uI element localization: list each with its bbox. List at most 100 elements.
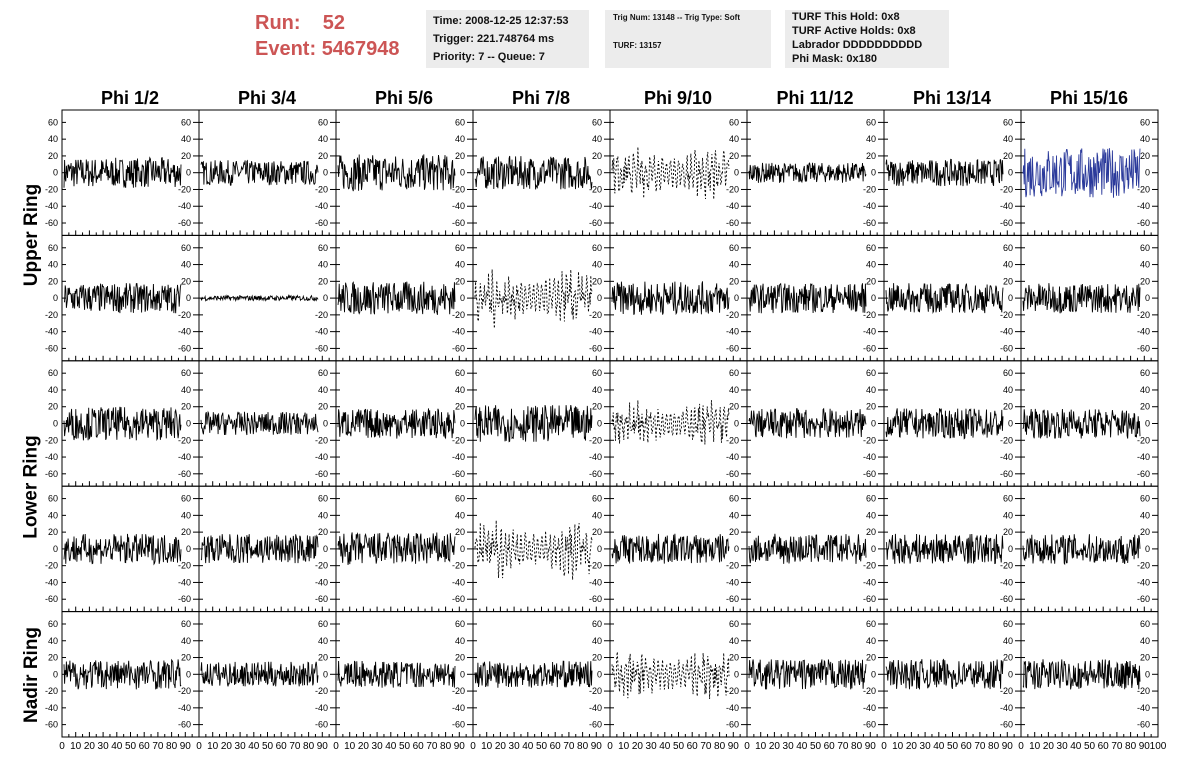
y-tick-label: 60 xyxy=(455,368,465,378)
y-tick-label: 0 xyxy=(1008,419,1013,429)
y-tick-label: 60 xyxy=(318,117,328,127)
x-tick-label: 50 xyxy=(810,741,822,752)
y-tick-label: -20 xyxy=(589,184,602,194)
waveform-trace xyxy=(1022,148,1141,198)
y-axis-label-left: -40 xyxy=(45,201,58,211)
y-tick-label: 40 xyxy=(1140,260,1150,270)
y-tick-label: -60 xyxy=(1137,720,1150,730)
y-tick-label: 40 xyxy=(1003,510,1013,520)
y-tick-label: -60 xyxy=(726,469,739,479)
y-tick-label: -40 xyxy=(315,201,328,211)
y-tick-label: 0 xyxy=(597,419,602,429)
y-tick-label: -40 xyxy=(178,703,191,713)
x-tick-label: 20 xyxy=(84,741,96,752)
y-axis-label-left: 60 xyxy=(48,243,58,253)
time-text: Time: 2008-12-25 12:37:53 xyxy=(433,15,569,27)
y-tick-label: -60 xyxy=(726,720,739,730)
y-tick-label: -60 xyxy=(315,218,328,228)
y-axis-label-left: 60 xyxy=(48,117,58,127)
y-tick-label: -60 xyxy=(863,218,876,228)
y-axis-label-left: -40 xyxy=(45,327,58,337)
y-tick-label: 40 xyxy=(455,385,465,395)
y-axis-label-left: 0 xyxy=(53,419,58,429)
y-tick-label: -60 xyxy=(1000,218,1013,228)
x-tick-label: 20 xyxy=(358,741,370,752)
y-tick-label: -40 xyxy=(863,201,876,211)
y-tick-label: 60 xyxy=(1140,117,1150,127)
y-tick-label: 0 xyxy=(460,544,465,554)
x-tick-label: 40 xyxy=(385,741,397,752)
x-tick-label: 30 xyxy=(98,741,110,752)
y-tick-label: -40 xyxy=(452,703,465,713)
y-tick-label: 40 xyxy=(181,510,191,520)
y-tick-label: 60 xyxy=(1003,619,1013,629)
x-tick-label: 80 xyxy=(851,741,863,752)
y-tick-label: 60 xyxy=(1140,368,1150,378)
col-header-phi-11-12: Phi 11/12 xyxy=(776,88,854,108)
y-tick-label: -40 xyxy=(589,703,602,713)
x-tick-label: 80 xyxy=(577,741,589,752)
x-tick-label: 30 xyxy=(372,741,384,752)
x-tick-label: 100 xyxy=(1150,741,1167,752)
x-tick-label: 70 xyxy=(974,741,986,752)
y-tick-label: 60 xyxy=(592,368,602,378)
y-tick-label: -20 xyxy=(589,686,602,696)
y-tick-label: 40 xyxy=(318,134,328,144)
y-tick-label: 40 xyxy=(318,385,328,395)
waveform-trace xyxy=(611,281,730,316)
y-tick-label: 0 xyxy=(1008,544,1013,554)
y-tick-label: -40 xyxy=(863,703,876,713)
y-tick-label: 0 xyxy=(734,544,739,554)
y-tick-label: 0 xyxy=(871,419,876,429)
y-axis-label-left: -60 xyxy=(45,343,58,353)
waveform-trace xyxy=(885,533,1004,565)
y-tick-label: 20 xyxy=(1140,402,1150,412)
y-axis-label-left: 40 xyxy=(48,636,58,646)
y-tick-label: -40 xyxy=(589,452,602,462)
y-axis-label-left: 0 xyxy=(53,168,58,178)
x-tick-label: 40 xyxy=(1070,741,1082,752)
x-tick-label: 0 xyxy=(470,741,476,752)
y-tick-label: 0 xyxy=(460,168,465,178)
y-tick-label: 20 xyxy=(592,653,602,663)
x-tick-label: 50 xyxy=(262,741,274,752)
y-tick-label: 40 xyxy=(455,260,465,270)
x-tick-label: 20 xyxy=(769,741,781,752)
y-tick-label: -20 xyxy=(863,184,876,194)
y-tick-label: 0 xyxy=(734,293,739,303)
x-tick-label: 10 xyxy=(1029,741,1041,752)
y-tick-label: 0 xyxy=(186,669,191,679)
y-tick-label: 20 xyxy=(318,151,328,161)
y-tick-label: -40 xyxy=(315,577,328,587)
y-tick-label: 0 xyxy=(871,293,876,303)
y-tick-label: -60 xyxy=(315,343,328,353)
y-tick-label: 0 xyxy=(186,544,191,554)
y-tick-label: 40 xyxy=(1003,636,1013,646)
y-tick-label: 60 xyxy=(729,117,739,127)
y-tick-label: -40 xyxy=(726,327,739,337)
col-header-phi-5-6: Phi 5/6 xyxy=(374,88,434,108)
y-tick-label: 60 xyxy=(592,243,602,253)
y-tick-label: 40 xyxy=(1140,134,1150,144)
y-axis-label-left: 60 xyxy=(48,619,58,629)
y-tick-label: 20 xyxy=(592,151,602,161)
y-tick-label: -20 xyxy=(726,184,739,194)
y-tick-label: -60 xyxy=(1137,594,1150,604)
y-tick-label: 60 xyxy=(181,117,191,127)
y-axis-label-left: 40 xyxy=(48,385,58,395)
x-tick-label: 0 xyxy=(59,741,65,752)
y-tick-label: 40 xyxy=(866,636,876,646)
y-axis-label-left: 20 xyxy=(48,527,58,537)
y-tick-label: 40 xyxy=(181,385,191,395)
x-tick-label: 70 xyxy=(563,741,575,752)
y-tick-label: -20 xyxy=(589,310,602,320)
y-tick-label: -20 xyxy=(863,435,876,445)
y-axis-label-left: -40 xyxy=(45,703,58,713)
y-tick-label: -40 xyxy=(589,327,602,337)
y-tick-label: 20 xyxy=(181,276,191,286)
x-tick-label: 30 xyxy=(509,741,521,752)
y-tick-label: 20 xyxy=(592,276,602,286)
y-tick-label: 0 xyxy=(460,293,465,303)
y-tick-label: 0 xyxy=(1145,293,1150,303)
